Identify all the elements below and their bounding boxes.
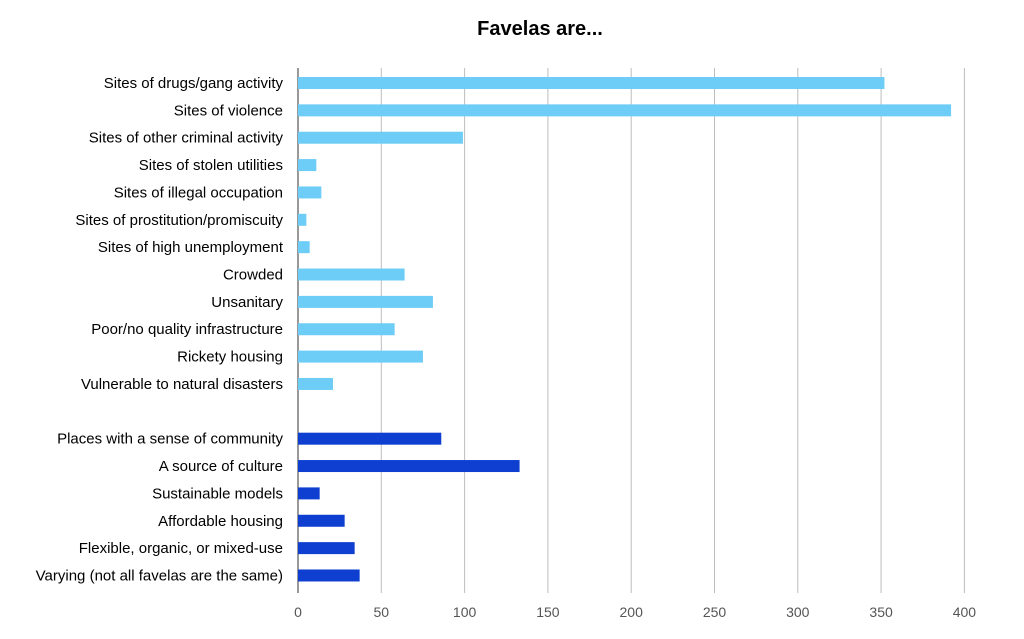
category-label: Unsanitary [211, 294, 283, 311]
category-label: Poor/no quality infrastructure [91, 321, 283, 338]
category-label: Crowded [223, 267, 283, 284]
bar [298, 295, 433, 308]
category-label: Places with a sense of community [57, 431, 283, 448]
bar [298, 268, 405, 281]
bar [298, 77, 885, 89]
bar [298, 460, 520, 473]
category-label: Affordable housing [158, 513, 283, 530]
x-tick-label: 250 [703, 604, 727, 620]
category-label: Sustainable models [152, 485, 283, 502]
category-label: Sites of high unemployment [98, 239, 284, 256]
category-label: Vulnerable to natural disasters [81, 376, 283, 393]
category-label: Sites of prostitution/promiscuity [75, 212, 283, 229]
bar [298, 542, 355, 555]
bar [298, 432, 442, 445]
bar [298, 186, 322, 199]
x-tick-label: 200 [620, 604, 644, 620]
category-label: A source of culture [159, 458, 283, 475]
bar [298, 241, 310, 254]
bar [298, 350, 423, 363]
category-label: Rickety housing [177, 349, 283, 366]
x-tick-label: 100 [453, 604, 477, 620]
bar [298, 213, 307, 226]
bar [298, 323, 395, 336]
x-tick-label: 150 [536, 604, 560, 620]
category-label: Sites of stolen utilities [139, 157, 283, 174]
bar [298, 131, 463, 144]
category-label: Sites of violence [174, 102, 283, 119]
x-tick-label: 300 [786, 604, 810, 620]
x-tick-label: 400 [953, 604, 977, 620]
x-tick-label: 350 [869, 604, 893, 620]
category-label: Sites of drugs/gang activity [104, 75, 284, 92]
bar [298, 159, 317, 172]
chart-title: Favelas are... [477, 18, 603, 40]
bar [298, 487, 320, 500]
category-label: Sites of illegal occupation [114, 184, 283, 201]
x-tick-label: 0 [294, 604, 302, 620]
category-label: Varying (not all favelas are the same) [36, 567, 283, 584]
bar [298, 104, 952, 117]
bar [298, 569, 360, 582]
x-tick-label: 50 [374, 604, 390, 620]
category-label: Flexible, organic, or mixed-use [79, 540, 283, 557]
bar [298, 514, 345, 527]
category-label: Sites of other criminal activity [89, 130, 284, 147]
bar [298, 377, 333, 390]
